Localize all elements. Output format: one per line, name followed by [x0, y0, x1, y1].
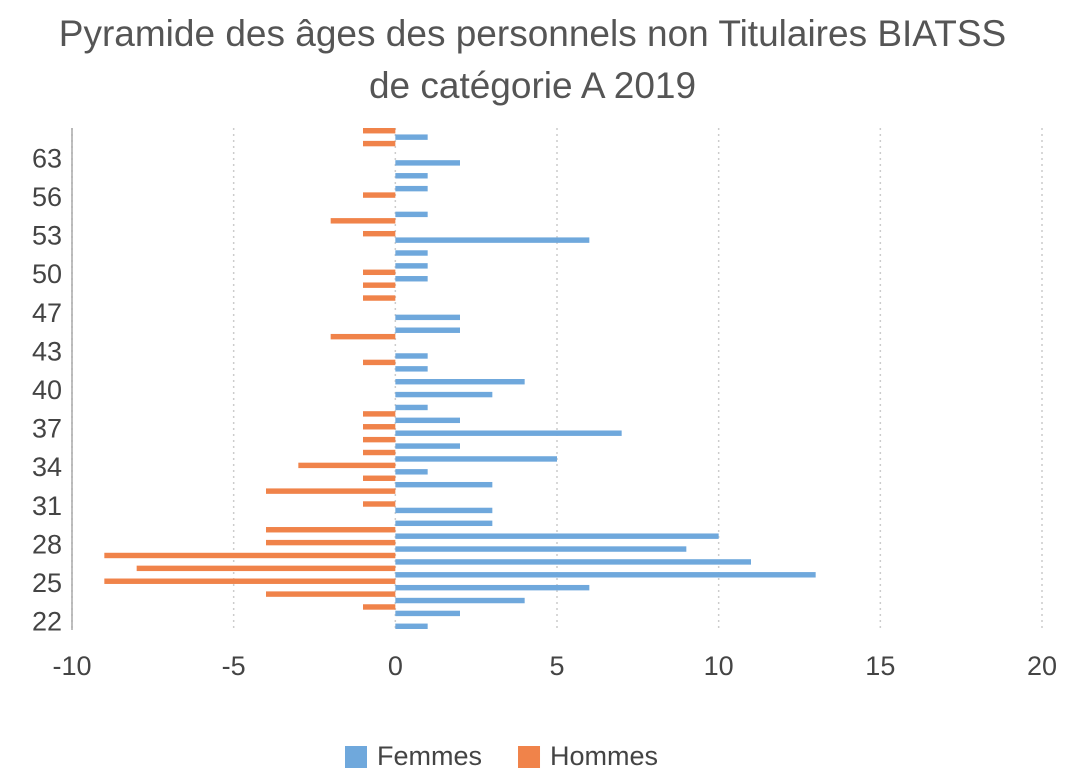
bar: [395, 404, 428, 411]
y-tick-label: 34: [32, 452, 62, 482]
bar: [395, 430, 622, 436]
bar: [363, 411, 396, 417]
y-tick-label: 43: [32, 336, 62, 366]
bar: [363, 282, 396, 288]
bar: [395, 623, 428, 629]
bar: [363, 230, 396, 237]
bar: [395, 250, 428, 256]
y-tick-label: 22: [32, 607, 62, 637]
bar: [395, 185, 428, 192]
bar: [395, 546, 687, 552]
bar: [363, 475, 396, 481]
bar: [136, 565, 396, 572]
bar: [363, 140, 396, 147]
bar: [363, 128, 396, 134]
y-tick-label: 56: [32, 182, 62, 212]
bar: [395, 391, 493, 398]
bar: [395, 520, 493, 527]
y-tick-label: 47: [32, 298, 62, 328]
bar: [266, 488, 396, 494]
bar: [395, 507, 493, 514]
bar: [395, 481, 493, 488]
bar: [395, 597, 525, 604]
bar: [395, 443, 460, 449]
y-tick-label: 63: [32, 143, 62, 173]
bar: [395, 379, 525, 385]
bar: [395, 134, 428, 140]
bar: [395, 469, 428, 475]
bar: [104, 578, 396, 584]
x-tick-label: 20: [1027, 651, 1057, 681]
bar: [266, 591, 396, 597]
bar: [395, 173, 428, 179]
x-tick-label: 5: [549, 651, 564, 681]
bar: [395, 353, 428, 359]
bar: [266, 527, 396, 533]
bar: [395, 610, 460, 617]
legend-swatch: [518, 746, 541, 768]
x-tick-label: 0: [388, 651, 403, 681]
x-tick-label: 10: [704, 651, 734, 681]
bar: [395, 160, 460, 166]
y-tick-label: 28: [32, 529, 62, 559]
x-tick-label: 15: [865, 651, 895, 681]
bar: [395, 237, 590, 243]
bar: [266, 539, 396, 546]
x-tick-label: -5: [222, 651, 246, 681]
legend-label: Femmes: [377, 741, 482, 771]
bar: [363, 501, 396, 507]
y-tick-label: 53: [32, 221, 62, 251]
bar: [395, 314, 460, 321]
bar: [395, 456, 557, 462]
bar: [395, 276, 428, 282]
legend-label: Hommes: [550, 741, 658, 771]
y-tick-label: 37: [32, 414, 62, 444]
bar: [363, 359, 396, 366]
bar: [395, 263, 428, 269]
bar: [395, 211, 428, 218]
bar: [395, 417, 460, 424]
bar: [363, 192, 396, 198]
bar: [330, 218, 396, 224]
y-tick-label: 50: [32, 259, 62, 289]
bar: [395, 366, 428, 372]
bar: [104, 552, 396, 559]
bar: [298, 462, 396, 469]
bar: [363, 295, 396, 301]
bar: [395, 572, 816, 578]
bar: [363, 449, 396, 456]
bar: [363, 424, 396, 430]
bar: [363, 269, 396, 276]
bar: [395, 559, 751, 565]
bar: [363, 604, 396, 610]
y-tick-label: 25: [32, 568, 62, 598]
bar: [330, 333, 396, 340]
legend-swatch: [345, 746, 367, 768]
x-tick-label: -10: [52, 651, 91, 681]
bar: [395, 327, 460, 333]
chart-title: Pyramide des âges des personnels non Tit…: [58, 13, 1007, 106]
bar: [363, 436, 396, 443]
bar: [395, 533, 719, 539]
y-tick-label: 40: [32, 375, 62, 405]
y-tick-label: 31: [32, 491, 62, 521]
bar: [395, 584, 590, 591]
